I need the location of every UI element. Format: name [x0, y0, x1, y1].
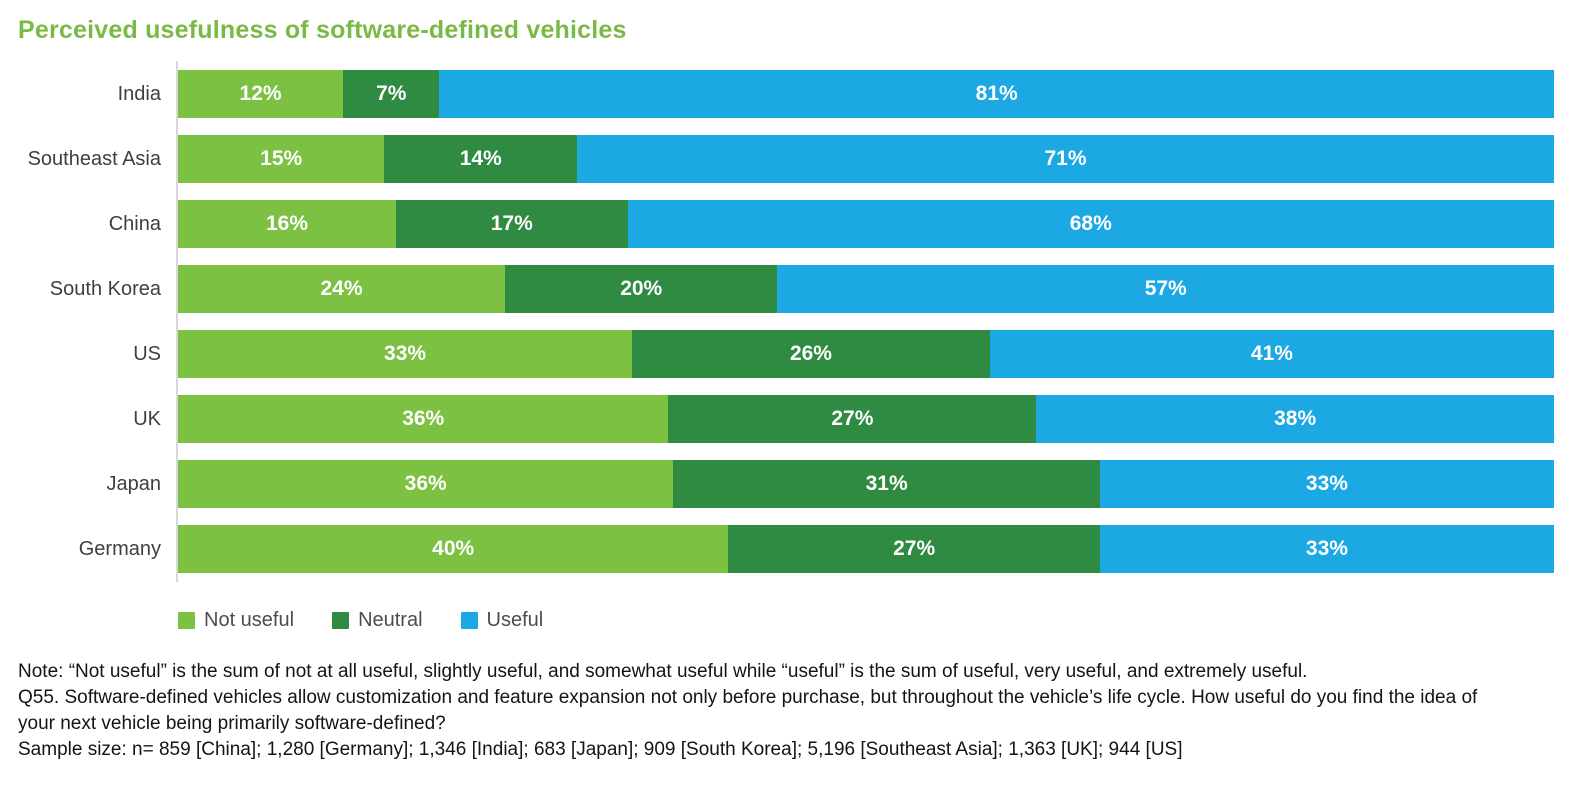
- stacked-bar-chart: India Southeast Asia China South Korea US UK J…: [18, 61, 1554, 582]
- bar-segment-not-useful: 12%: [178, 70, 344, 118]
- bar-segment-useful: 71%: [577, 135, 1554, 183]
- value-label: 14%: [459, 147, 502, 170]
- chart-legend: Not useful Neutral Useful: [178, 609, 1554, 632]
- bar-segment-not-useful: 16%: [178, 200, 396, 248]
- value-label: 36%: [402, 407, 445, 430]
- stacked-bar-south-korea: 24% 20% 57%: [178, 265, 1554, 313]
- stacked-bar-china: 16% 17% 68%: [178, 200, 1554, 248]
- legend-swatch-useful: [460, 612, 478, 629]
- bar-segment-useful: 57%: [777, 265, 1554, 313]
- value-label: 20%: [620, 277, 663, 300]
- bar-segment-neutral: 20%: [504, 265, 778, 313]
- bar-segment-useful: 68%: [627, 200, 1554, 248]
- bar-segment-not-useful: 36%: [178, 395, 669, 443]
- value-label: 24%: [320, 277, 363, 300]
- category-label: South Korea: [49, 277, 161, 300]
- value-label: 26%: [789, 342, 832, 365]
- bar-segment-neutral: 17%: [395, 200, 628, 248]
- note-sample-size: Sample size: n= 859 [China]; 1,280 [Germ…: [18, 739, 1183, 760]
- legend-item-not-useful: Not useful: [178, 609, 294, 632]
- bar-segment-useful: 81%: [439, 70, 1554, 118]
- value-label: 31%: [865, 472, 908, 495]
- stacked-bar-germany: 40% 27% 33%: [178, 525, 1554, 573]
- value-label: 40%: [432, 537, 475, 560]
- legend-label: Not useful: [204, 609, 295, 631]
- bar-segment-not-useful: 36%: [178, 460, 674, 508]
- category-label: Germany: [78, 537, 161, 560]
- bars-area: 12% 7% 81% 15% 14% 71% 16% 17% 68% 24% 20% 57% 33% 26…: [176, 61, 1554, 582]
- value-label: 71%: [1044, 147, 1087, 170]
- bar-segment-neutral: 14%: [384, 135, 578, 183]
- category-labels-column: India Southeast Asia China South Korea US UK J…: [18, 61, 176, 582]
- legend-label: Useful: [486, 609, 544, 631]
- value-label: 81%: [975, 82, 1018, 105]
- category-label: India: [117, 82, 161, 105]
- stacked-bar-india: 12% 7% 81%: [178, 70, 1554, 118]
- category-label: US: [133, 342, 161, 365]
- chart-title: Perceived usefulness of software-defined…: [18, 16, 627, 44]
- category-label: China: [108, 212, 161, 235]
- value-label: 17%: [490, 212, 533, 235]
- stacked-bar-uk: 36% 27% 38%: [178, 395, 1554, 443]
- bar-segment-neutral: 31%: [673, 460, 1100, 508]
- value-label: 27%: [893, 537, 936, 560]
- bar-segment-neutral: 27%: [728, 525, 1100, 573]
- value-label: 38%: [1274, 407, 1317, 430]
- category-label: Japan: [106, 472, 162, 495]
- value-label: 33%: [1305, 472, 1348, 495]
- value-label: 33%: [384, 342, 427, 365]
- bar-segment-useful: 41%: [989, 330, 1554, 378]
- value-label: 41%: [1250, 342, 1293, 365]
- value-label: 68%: [1069, 212, 1112, 235]
- legend-swatch-not-useful: [178, 612, 195, 629]
- bar-segment-neutral: 7%: [343, 70, 440, 118]
- note-question: Q55. Software-defined vehicles allow cus…: [18, 687, 1478, 734]
- value-label: 7%: [376, 82, 407, 105]
- value-label: 16%: [265, 212, 308, 235]
- legend-item-useful: Useful: [460, 609, 544, 632]
- stacked-bar-us: 33% 26% 41%: [178, 330, 1554, 378]
- bar-segment-useful: 33%: [1099, 460, 1554, 508]
- value-label: 57%: [1144, 277, 1187, 300]
- bar-segment-useful: 33%: [1099, 525, 1554, 573]
- legend-item-neutral: Neutral: [332, 609, 423, 632]
- bar-segment-neutral: 27%: [668, 395, 1037, 443]
- legend-label: Neutral: [358, 609, 423, 631]
- value-label: 27%: [831, 407, 874, 430]
- bar-segment-not-useful: 40%: [178, 525, 729, 573]
- value-label: 15%: [260, 147, 303, 170]
- footnotes: Note: “Not useful” is the sum of not at …: [18, 659, 1510, 763]
- value-label: 33%: [1305, 537, 1348, 560]
- note-definition: Note: “Not useful” is the sum of not at …: [18, 661, 1308, 682]
- stacked-bar-southeast-asia: 15% 14% 71%: [178, 135, 1554, 183]
- value-label: 12%: [239, 82, 282, 105]
- bar-segment-neutral: 26%: [632, 330, 990, 378]
- stacked-bar-japan: 36% 31% 33%: [178, 460, 1554, 508]
- legend-swatch-neutral: [332, 612, 350, 629]
- bar-segment-not-useful: 15%: [178, 135, 385, 183]
- category-label: UK: [133, 407, 161, 430]
- value-label: 36%: [404, 472, 447, 495]
- category-label: Southeast Asia: [27, 147, 161, 170]
- bar-segment-useful: 38%: [1036, 395, 1554, 443]
- bar-segment-not-useful: 33%: [178, 330, 633, 378]
- bar-segment-not-useful: 24%: [178, 265, 505, 313]
